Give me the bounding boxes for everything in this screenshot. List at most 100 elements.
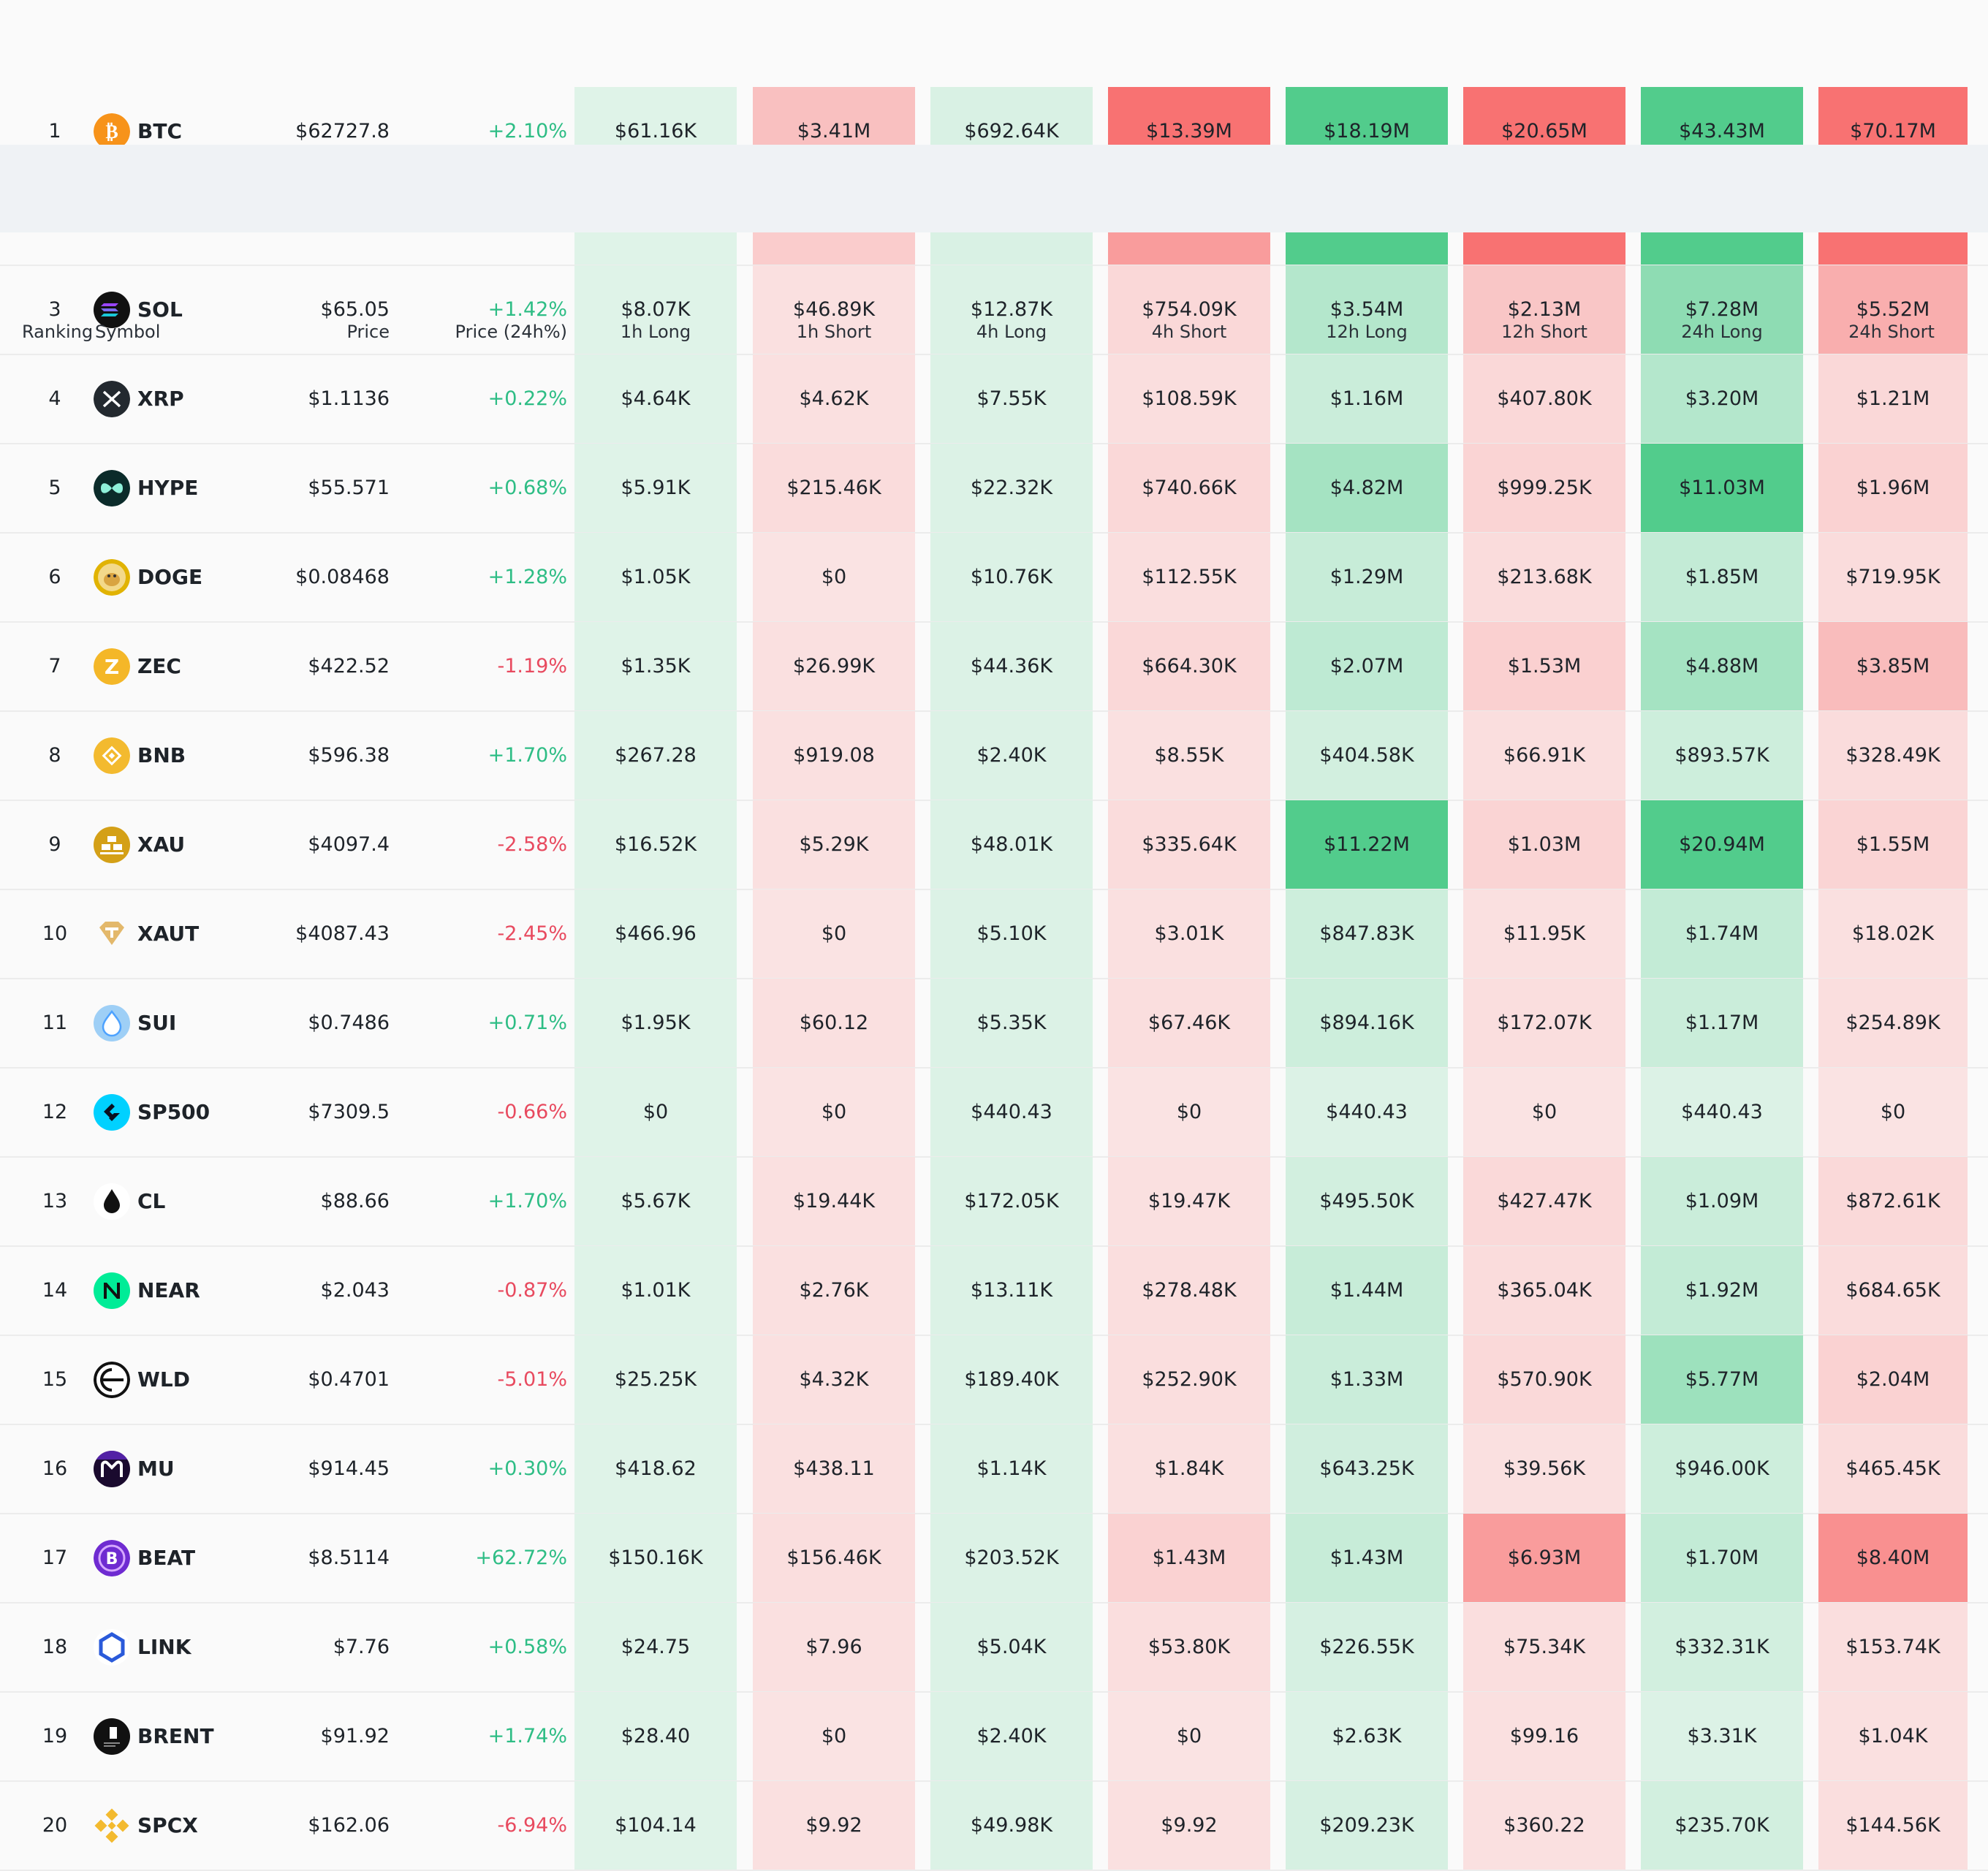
header-4h-short[interactable]: 4h Short bbox=[1151, 322, 1227, 342]
liquidation-value-cell: $919.08 bbox=[793, 744, 875, 767]
table-row[interactable]: 16 MU $914.45 +0.30% $418.62 $438.11 $1.14K $1.… bbox=[0, 1424, 1988, 1514]
liquidation-value-cell: $1.35K bbox=[621, 655, 691, 678]
heat-cell bbox=[753, 800, 915, 889]
table-row[interactable]: 15 WLD $0.4701 -5.01% $25.25K $4.32K $189.40K $… bbox=[0, 1335, 1988, 1425]
table-row[interactable]: 13 CL $88.66 +1.70% $5.67K $19.44K $172.05K $19… bbox=[0, 1157, 1988, 1247]
rank-cell: 15 bbox=[42, 1368, 68, 1391]
table-row[interactable]: 14 NEAR $2.043 -0.87% $1.01K $2.76K $13.11K $27… bbox=[0, 1246, 1988, 1336]
heat-cell bbox=[1463, 711, 1625, 800]
liquidation-value-cell: $664.30K bbox=[1142, 655, 1237, 678]
svg-text:₿: ₿ bbox=[105, 121, 118, 143]
table-row[interactable]: 3 SOL $65.05 +1.42% $8.07K $46.89K $12.87K $754… bbox=[0, 265, 1988, 355]
header-1h-long[interactable]: 1h Long bbox=[620, 322, 691, 342]
rank-cell: 20 bbox=[42, 1814, 68, 1837]
heat-cell bbox=[574, 622, 737, 711]
liquidation-value-cell: $25.25K bbox=[614, 1368, 697, 1391]
liquidation-value-cell: $0 bbox=[821, 1725, 847, 1747]
header-ranking[interactable]: Ranking bbox=[22, 322, 94, 342]
liquidation-value-cell: $61.16K bbox=[614, 120, 697, 143]
price-change-cell: +0.71% bbox=[487, 1012, 567, 1034]
price-change-cell: +0.22% bbox=[487, 387, 567, 410]
heat-cell bbox=[753, 1157, 915, 1246]
heat-cell bbox=[930, 1514, 1093, 1603]
table-row[interactable]: 5 HYPE $55.571 +0.68% $5.91K $215.46K $22.32K $… bbox=[0, 444, 1988, 534]
heat-cell bbox=[574, 1246, 737, 1335]
heat-cell bbox=[1108, 1068, 1270, 1157]
header-12h-short[interactable]: 12h Short bbox=[1501, 322, 1587, 342]
liquidation-value-cell: $5.52M bbox=[1856, 298, 1930, 321]
header-price[interactable]: Price bbox=[346, 322, 390, 342]
heat-cell bbox=[1286, 1514, 1448, 1603]
header-4h-long[interactable]: 4h Long bbox=[976, 322, 1047, 342]
heat-cell bbox=[1108, 1603, 1270, 1692]
heat-cell bbox=[1108, 1246, 1270, 1335]
table-row[interactable]: 20 SPCX $162.06 -6.94% $104.14 $9.92 $49.98K $9… bbox=[0, 1781, 1988, 1871]
heat-cell bbox=[753, 265, 915, 354]
heat-cell bbox=[1108, 1514, 1270, 1603]
symbol-cell: BNB bbox=[137, 744, 186, 767]
heat-cell bbox=[1641, 1424, 1803, 1514]
liquidation-value-cell: $5.35K bbox=[976, 1012, 1047, 1034]
liquidation-value-cell: $46.89K bbox=[792, 298, 876, 321]
heat-cell bbox=[1108, 622, 1270, 711]
heat-cell bbox=[930, 444, 1093, 533]
price-cell: $596.38 bbox=[308, 744, 390, 767]
liquidation-value-cell: $847.83K bbox=[1319, 922, 1414, 945]
liquidation-value-cell: $144.56K bbox=[1845, 1814, 1940, 1837]
price-change-cell: +1.42% bbox=[487, 298, 567, 321]
hyperliquid-icon bbox=[94, 470, 130, 506]
heat-cell bbox=[574, 800, 737, 889]
liquidation-value-cell: $3.31K bbox=[1687, 1725, 1757, 1747]
table-row[interactable]: 18 LINK $7.76 +0.58% $24.75 $7.96 $5.04K $53.80… bbox=[0, 1603, 1988, 1693]
header-price-change[interactable]: Price (24h%) bbox=[455, 322, 567, 342]
liquidation-value-cell: $66.91K bbox=[1503, 744, 1586, 767]
table-row[interactable]: 6 DOGE $0.08468 +1.28% $1.05K $0 $10.76K $112.5… bbox=[0, 533, 1988, 623]
heat-cell bbox=[753, 1424, 915, 1514]
header-24h-long[interactable]: 24h Long bbox=[1681, 322, 1763, 342]
rank-cell: 17 bbox=[42, 1546, 68, 1569]
liquidation-value-cell: $11.95K bbox=[1503, 922, 1586, 945]
svg-text:B: B bbox=[106, 1550, 118, 1568]
table-row[interactable]: 17 B BEAT $8.5114 +62.72% $150.16K $156.46K $20… bbox=[0, 1514, 1988, 1604]
symbol-cell: XAUT bbox=[137, 922, 200, 946]
liquidation-value-cell: $1.74M bbox=[1685, 922, 1759, 945]
table-row[interactable]: 12 SP500 $7309.5 -0.66% $0 $0 $440.43 $0 $440.43… bbox=[0, 1068, 1988, 1158]
heat-cell bbox=[1641, 1603, 1803, 1692]
liquidation-value-cell: $1.16M bbox=[1329, 387, 1404, 410]
header-symbol[interactable]: Symbol bbox=[95, 322, 161, 342]
table-row[interactable]: 4 XRP $1.1136 +0.22% $4.64K $4.62K $7.55K $108.… bbox=[0, 354, 1988, 444]
header-1h-short[interactable]: 1h Short bbox=[796, 322, 872, 342]
liquidation-value-cell: $0 bbox=[1531, 1101, 1558, 1123]
table-row[interactable]: 9 XAU $4097.4 -2.58% $16.52K $5.29K $48.01K $33… bbox=[0, 800, 1988, 890]
liquidation-value-cell: $24.75 bbox=[621, 1636, 691, 1658]
rank-cell: 1 bbox=[48, 120, 61, 143]
liquidation-value-cell: $8.07K bbox=[621, 298, 691, 321]
table-row[interactable]: 11 SUI $0.7486 +0.71% $1.95K $60.12 $5.35K $67.… bbox=[0, 979, 1988, 1069]
liquidation-value-cell: $684.65K bbox=[1845, 1279, 1940, 1302]
liquidation-value-cell: $1.95K bbox=[621, 1012, 691, 1034]
header-12h-long[interactable]: 12h Long bbox=[1326, 322, 1408, 342]
rank-cell: 10 bbox=[42, 922, 68, 945]
table-row[interactable]: 8 BNB $596.38 +1.70% $267.28 $919.08 $2.40K $8.… bbox=[0, 711, 1988, 801]
liquidation-value-cell: $215.46K bbox=[786, 477, 881, 499]
heat-cell bbox=[574, 354, 737, 444]
table-row[interactable]: 19 BRENTC $91.92 +1.74% $28.40 $0 $2.40K $0 $2.6… bbox=[0, 1692, 1988, 1782]
liquidation-value-cell: $48.01K bbox=[970, 833, 1053, 856]
liquidation-value-cell: $203.52K bbox=[964, 1546, 1059, 1569]
liquidation-value-cell: $3.54M bbox=[1329, 298, 1404, 321]
heat-cell bbox=[1463, 1068, 1625, 1157]
price-change-cell: -0.87% bbox=[497, 1279, 567, 1302]
binance-spcx-icon bbox=[94, 1807, 130, 1844]
heat-cell bbox=[1286, 711, 1448, 800]
liquidation-value-cell: $404.58K bbox=[1319, 744, 1414, 767]
symbol-cell: DOGE bbox=[137, 566, 203, 589]
liquidation-value-cell: $440.43 bbox=[1681, 1101, 1763, 1123]
table-row[interactable]: 7 Z ZEC $422.52 -1.19% $1.35K $26.99K $44.36K $6… bbox=[0, 622, 1988, 712]
heat-cell bbox=[1108, 354, 1270, 444]
table-row[interactable]: 10 XAUT $4087.43 -2.45% $466.96 $0 $5.10K $3.01… bbox=[0, 889, 1988, 979]
liquidation-value-cell: $2.40K bbox=[976, 744, 1047, 767]
symbol-cell: HYPE bbox=[137, 477, 199, 500]
liquidation-value-cell: $5.67K bbox=[621, 1190, 691, 1212]
header-24h-short[interactable]: 24h Short bbox=[1848, 322, 1935, 342]
heat-cell bbox=[1641, 444, 1803, 533]
